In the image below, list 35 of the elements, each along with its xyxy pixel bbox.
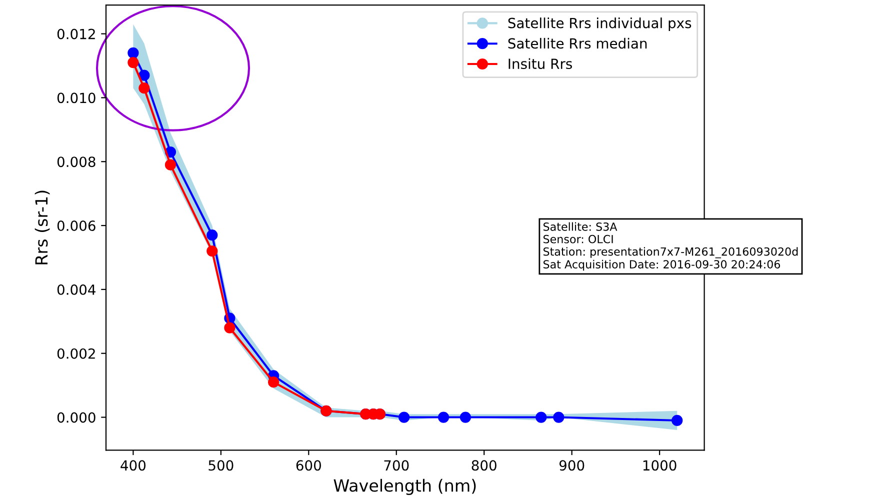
point: [224, 322, 236, 334]
x-tick-label: 900: [559, 460, 584, 471]
x-tick-label: 600: [296, 460, 321, 471]
point: [536, 412, 547, 423]
x-tick-label: 500: [208, 460, 234, 471]
x-tick-label: 700: [384, 460, 409, 471]
y-tick-label: 0.000: [57, 412, 96, 423]
point: [138, 70, 150, 81]
point: [128, 56, 139, 68]
point: [206, 230, 218, 241]
y-tick-label: 0.012: [57, 28, 95, 40]
y-tick-label: 0.006: [57, 220, 96, 232]
y-tick-label: 0.002: [57, 348, 95, 359]
y-tick-label: 0.004: [57, 284, 96, 295]
x-tick-label: 400: [120, 460, 146, 471]
x-tick-label: 1000: [643, 460, 676, 471]
x-axis-title: Wavelength (nm): [334, 478, 476, 496]
point: [438, 412, 450, 423]
y-tick-label: 0.008: [57, 156, 96, 168]
point: [672, 414, 683, 426]
legend-label: Satellite Rrs individual pxs: [508, 18, 692, 31]
point: [398, 412, 410, 423]
point: [138, 82, 150, 94]
point: [268, 376, 280, 388]
point: [460, 412, 472, 423]
y-axis-title: Rrs (sr-1): [34, 190, 50, 264]
annotation: Satellite: S3A Sensor: OLCI Station: presentation7x7-M261_2016093020d Sat Acquisition Date: 2016-09-30 20:24:06: [543, 222, 798, 271]
point: [164, 159, 176, 170]
legend-label: Satellite Rrs median: [508, 38, 647, 49]
x-tick-label: 800: [472, 460, 496, 471]
y-tick-label: 0.010: [57, 92, 96, 104]
point: [128, 47, 139, 59]
point: [553, 412, 564, 423]
point: [206, 246, 218, 257]
legend-label: Insitu Rrs: [508, 58, 572, 70]
